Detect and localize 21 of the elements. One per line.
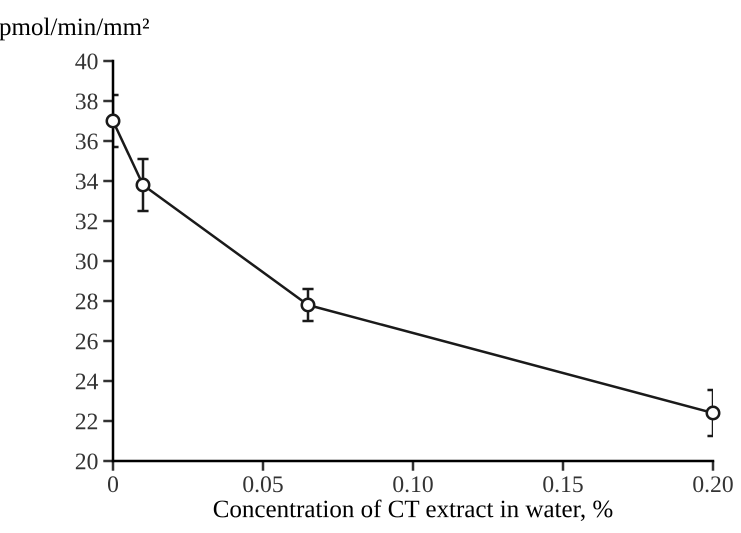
y-tick-label: 32 — [76, 214, 98, 230]
y-tick-label: 34 — [76, 174, 98, 190]
y-tick-label: 22 — [76, 414, 98, 430]
x-tick-label: 0.15 — [543, 476, 583, 492]
y-tick-label: 28 — [76, 293, 98, 310]
y-tick-label: 20 — [76, 453, 98, 470]
point — [706, 406, 720, 420]
point — [106, 114, 120, 128]
point — [136, 178, 150, 192]
y-tick-label: 40 — [75, 53, 98, 70]
y-tick-label: 26 — [76, 334, 98, 350]
y-tick-label: 38 — [76, 93, 98, 110]
y-tick-label: 30 — [76, 253, 98, 270]
x-axis-title: Concentration of CT extract in water, % — [214, 500, 612, 521]
y-tick-label: 36 — [76, 134, 98, 150]
x-tick-label: 0.20 — [693, 476, 733, 492]
y-tick-label: 24 — [76, 374, 98, 390]
point — [300, 298, 316, 312]
x-tick-label: 0.05 — [243, 476, 283, 492]
x-tick-label: 0.10 — [393, 476, 433, 492]
x-tick-label: 0 — [108, 476, 118, 492]
